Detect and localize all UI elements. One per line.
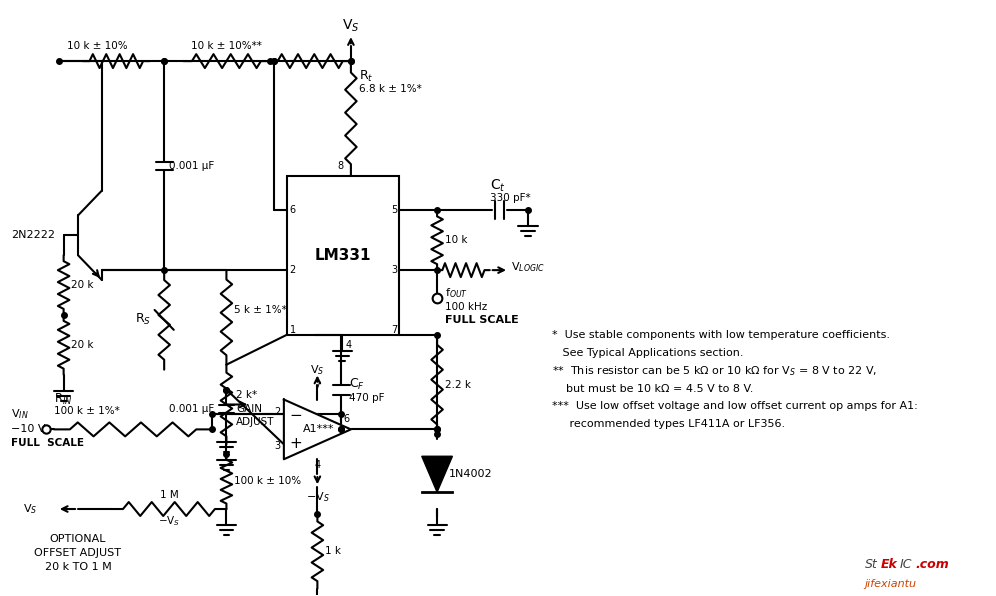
- Text: 3: 3: [274, 441, 281, 451]
- Text: 330 pF*: 330 pF*: [490, 194, 531, 203]
- Text: Ek: Ek: [880, 558, 897, 571]
- Text: recommended types LF411A or LF356.: recommended types LF411A or LF356.: [552, 420, 785, 429]
- Text: 6.8 k ± 1%*: 6.8 k ± 1%*: [359, 84, 421, 94]
- Text: 20 k: 20 k: [72, 340, 94, 350]
- Text: A1***: A1***: [303, 424, 335, 434]
- Text: R$_{IN}$: R$_{IN}$: [54, 392, 73, 407]
- Text: IC: IC: [899, 558, 912, 571]
- Text: jifexiantu: jifexiantu: [865, 579, 916, 589]
- Text: R$_S$: R$_S$: [135, 312, 151, 327]
- Text: 470 pF: 470 pF: [349, 393, 384, 402]
- Text: See Typical Applications section.: See Typical Applications section.: [552, 347, 743, 358]
- Text: *  Use stable components with low temperature coefficients.: * Use stable components with low tempera…: [552, 330, 890, 340]
- Text: .com: .com: [915, 558, 949, 571]
- Text: f$_{OUT}$: f$_{OUT}$: [445, 286, 468, 300]
- Text: −10 V: −10 V: [11, 424, 46, 434]
- Text: 1: 1: [290, 325, 296, 335]
- Text: 5: 5: [391, 206, 397, 215]
- Text: −V$_S$: −V$_S$: [157, 514, 180, 528]
- Text: 20 k: 20 k: [72, 280, 94, 290]
- Text: FULL  SCALE: FULL SCALE: [11, 438, 84, 448]
- Text: OPTIONAL: OPTIONAL: [50, 534, 107, 544]
- Text: C$_t$: C$_t$: [490, 178, 506, 194]
- Text: 100 k ± 10%: 100 k ± 10%: [234, 476, 301, 486]
- Text: 2.2 k: 2.2 k: [445, 380, 471, 390]
- Bar: [287, 176, 398, 335]
- Text: 2: 2: [274, 408, 281, 417]
- Text: V$_{IN}$: V$_{IN}$: [11, 408, 29, 421]
- Text: 4: 4: [315, 460, 321, 470]
- Text: 4: 4: [346, 340, 352, 350]
- Text: +: +: [290, 436, 303, 451]
- Text: 6: 6: [290, 206, 296, 215]
- Text: 0.001 μF: 0.001 μF: [169, 160, 214, 170]
- Text: **  This resistor can be 5 kΩ or 10 kΩ for V$_S$ = 8 V to 22 V,: ** This resistor can be 5 kΩ or 10 kΩ fo…: [552, 364, 877, 377]
- Text: 7: 7: [315, 381, 321, 390]
- Text: 2 k*: 2 k*: [236, 390, 257, 399]
- Text: 7: 7: [391, 325, 397, 335]
- Text: 2N2222: 2N2222: [11, 230, 55, 240]
- Text: V$_S$: V$_S$: [343, 18, 360, 35]
- Text: GAIN: GAIN: [236, 405, 262, 414]
- Text: 5 k ± 1%*: 5 k ± 1%*: [234, 305, 287, 315]
- Text: 3: 3: [391, 265, 397, 275]
- Text: 10 k ± 10%: 10 k ± 10%: [67, 41, 127, 51]
- Text: but must be 10 kΩ = 4.5 V to 8 V.: but must be 10 kΩ = 4.5 V to 8 V.: [552, 384, 753, 393]
- Text: 100 k ± 1%*: 100 k ± 1%*: [54, 406, 120, 417]
- Text: ***  Use low offset voltage and low offset current op amps for A1:: *** Use low offset voltage and low offse…: [552, 402, 917, 411]
- Text: 1N4002: 1N4002: [448, 469, 492, 479]
- Polygon shape: [284, 399, 351, 460]
- Text: 100 kHz: 100 kHz: [445, 302, 487, 312]
- Text: 8: 8: [338, 160, 344, 170]
- Text: FULL SCALE: FULL SCALE: [445, 315, 519, 325]
- Text: OFFSET ADJUST: OFFSET ADJUST: [35, 548, 122, 558]
- Text: 0.001 μF: 0.001 μF: [169, 405, 214, 414]
- Text: 10 k: 10 k: [445, 235, 467, 246]
- Text: R$_t$: R$_t$: [359, 69, 374, 83]
- Text: −V$_S$: −V$_S$: [306, 490, 330, 504]
- Text: ADJUST: ADJUST: [236, 417, 275, 427]
- Text: C$_F$: C$_F$: [349, 377, 365, 392]
- Text: St: St: [865, 558, 877, 571]
- Text: V$_S$: V$_S$: [310, 363, 324, 377]
- Text: LM331: LM331: [315, 248, 372, 263]
- Text: −: −: [290, 408, 303, 423]
- Text: V$_{LOGIC}$: V$_{LOGIC}$: [511, 260, 545, 274]
- Text: 2: 2: [290, 265, 296, 275]
- Text: 10 k ± 10%**: 10 k ± 10%**: [191, 41, 262, 51]
- Polygon shape: [421, 457, 452, 492]
- Text: V$_S$: V$_S$: [23, 502, 37, 516]
- Text: 1 k: 1 k: [325, 546, 341, 556]
- Text: 6: 6: [344, 414, 350, 424]
- Text: 20 k TO 1 M: 20 k TO 1 M: [45, 562, 112, 572]
- Text: 1 M: 1 M: [159, 490, 178, 500]
